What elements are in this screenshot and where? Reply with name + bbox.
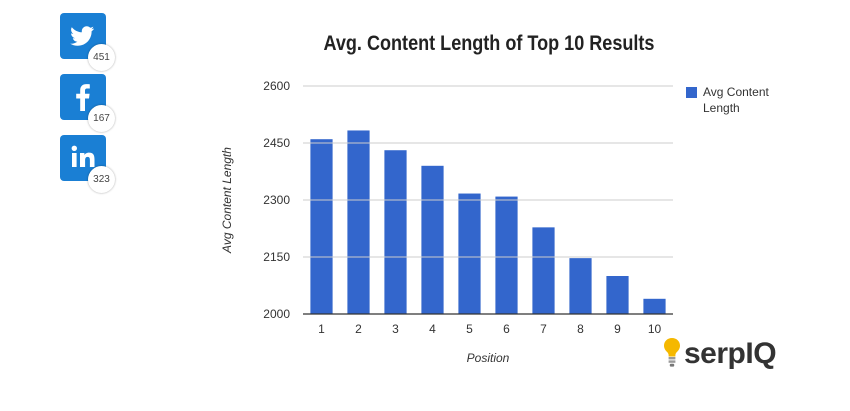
bar bbox=[310, 139, 333, 314]
x-tick-label: 4 bbox=[429, 322, 436, 336]
y-tick-label: 2450 bbox=[263, 136, 290, 150]
x-tick-label: 10 bbox=[648, 322, 662, 336]
lightbulb-icon bbox=[664, 338, 680, 367]
bar bbox=[495, 196, 518, 314]
bars bbox=[310, 130, 666, 314]
serpiq-logo: serpIQ bbox=[662, 336, 777, 372]
legend-swatch bbox=[686, 87, 697, 98]
bar bbox=[458, 193, 481, 314]
x-tick-label: 7 bbox=[540, 322, 547, 336]
bar bbox=[347, 130, 370, 314]
facebook-share-count: 167 bbox=[88, 105, 115, 132]
x-tick-label: 3 bbox=[392, 322, 399, 336]
twitter-share-count: 451 bbox=[88, 44, 115, 71]
y-axis-tick-labels: 2000 2150 2300 2450 2600 bbox=[263, 79, 290, 321]
y-axis-label: Avg Content Length bbox=[220, 147, 234, 254]
twitter-share-button[interactable]: 451 bbox=[60, 13, 115, 71]
legend: Avg Content Length bbox=[686, 85, 769, 115]
y-tick-label: 2150 bbox=[263, 250, 290, 264]
facebook-share-button[interactable]: 167 bbox=[60, 74, 115, 132]
legend-label-line2: Length bbox=[703, 101, 740, 115]
x-tick-label: 9 bbox=[614, 322, 621, 336]
chart-title: Avg. Content Length of Top 10 Results bbox=[324, 32, 655, 56]
x-axis-tick-labels: 1 2 3 4 5 6 7 8 9 10 bbox=[318, 322, 661, 336]
bar bbox=[421, 165, 444, 314]
bar bbox=[643, 298, 666, 314]
bar bbox=[569, 258, 592, 314]
linkedin-share-button[interactable]: 323 bbox=[60, 135, 115, 193]
x-tick-label: 1 bbox=[318, 322, 325, 336]
y-tick-label: 2300 bbox=[263, 193, 290, 207]
logo-text: serpIQ bbox=[684, 337, 777, 370]
y-tick-label: 2600 bbox=[263, 79, 290, 93]
y-tick-label: 2000 bbox=[263, 307, 290, 321]
x-tick-label: 8 bbox=[577, 322, 584, 336]
x-tick-label: 2 bbox=[355, 322, 362, 336]
x-axis-label: Position bbox=[467, 351, 510, 365]
x-tick-label: 6 bbox=[503, 322, 510, 336]
gridlines bbox=[303, 85, 673, 315]
bar bbox=[384, 150, 407, 314]
bar bbox=[532, 227, 555, 314]
bar bbox=[606, 276, 629, 314]
x-tick-label: 5 bbox=[466, 322, 473, 336]
legend-label-line1: Avg Content bbox=[703, 85, 769, 99]
linkedin-share-count: 323 bbox=[88, 166, 115, 193]
